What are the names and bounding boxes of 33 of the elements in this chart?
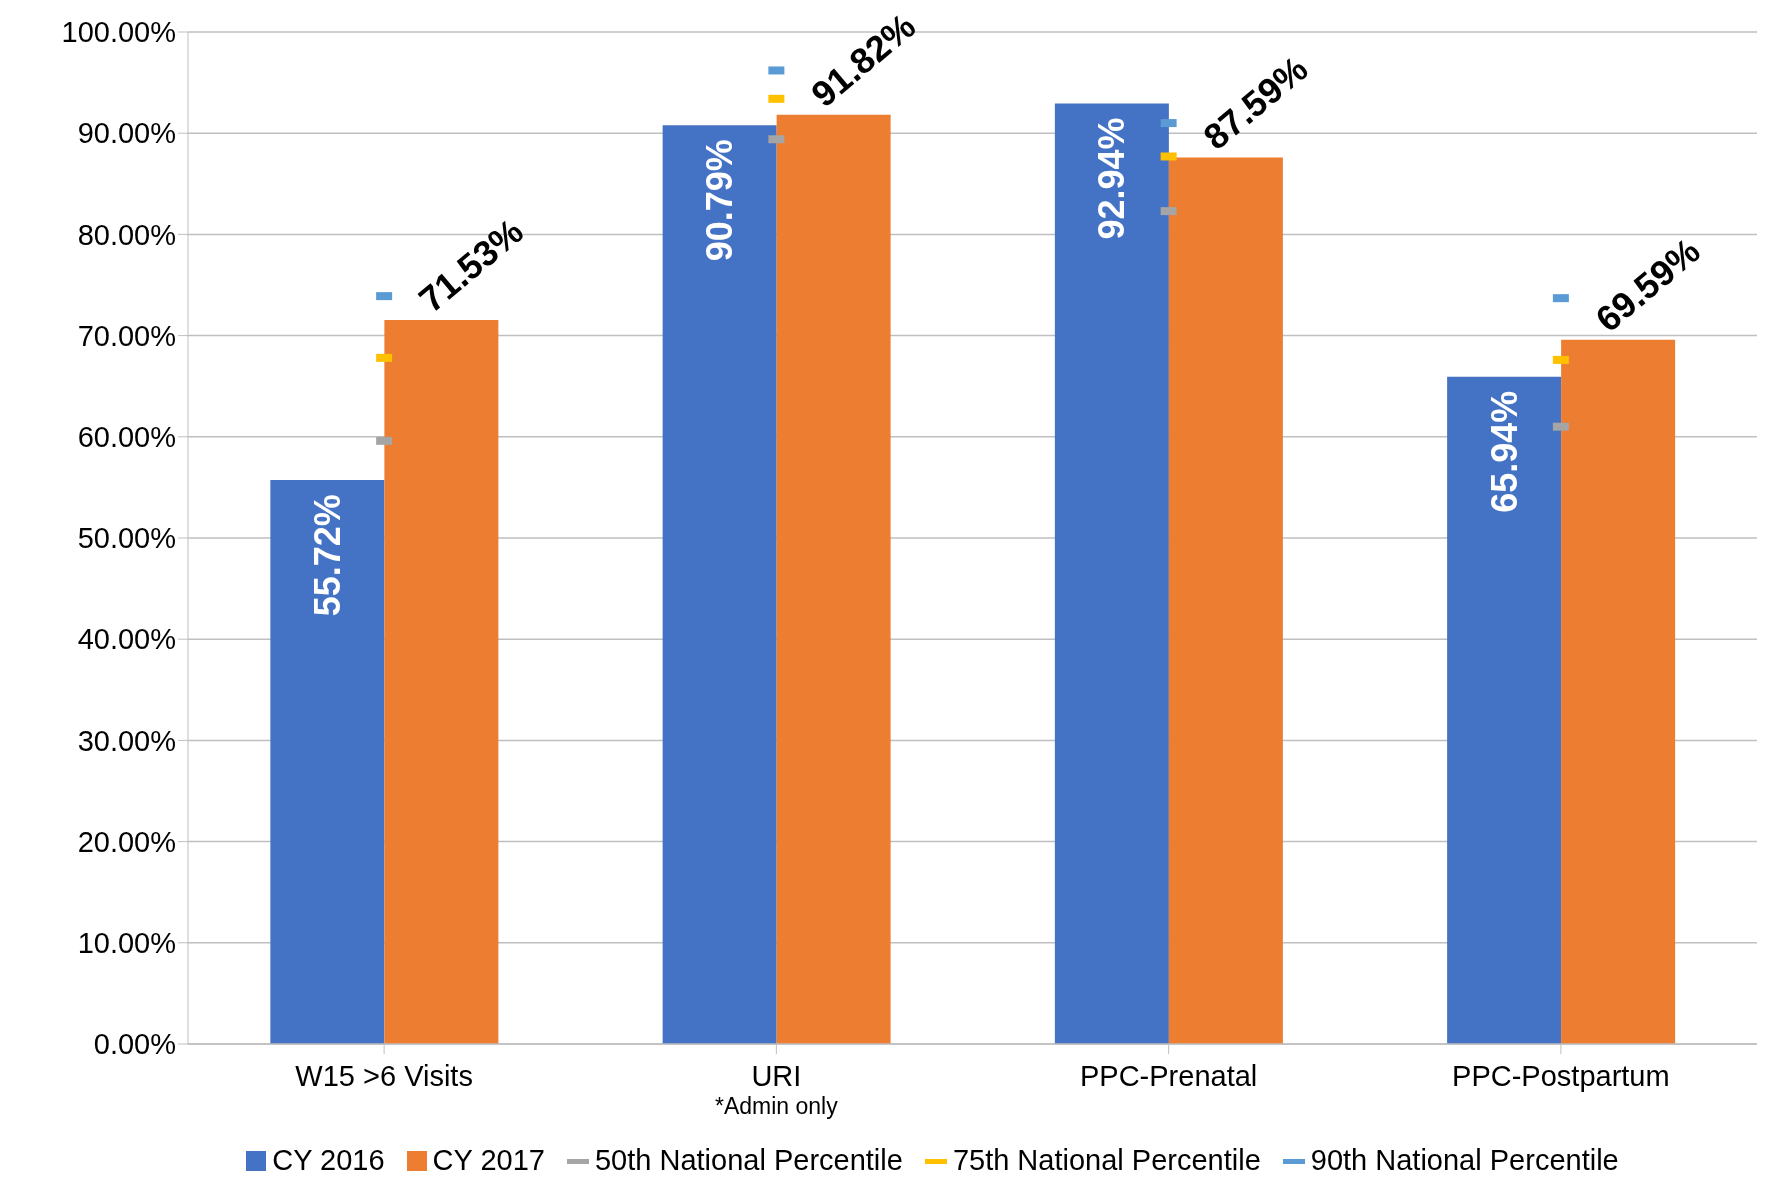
y-tick-label: 60.00% [77,421,176,454]
legend-label: CY 2017 [432,1144,545,1177]
bar [1561,339,1676,1044]
y-tick-label: 100.00% [61,16,176,49]
y-tick-label: 30.00% [77,724,176,757]
y-tick-label: 90.00% [77,117,176,150]
data-label: 65.94% [1483,390,1525,513]
y-tick-label: 50.00% [77,522,176,555]
bar [384,320,499,1044]
text: *Admin only [715,1093,839,1119]
bar [662,125,777,1044]
y-tick-label: 70.00% [77,319,176,352]
legend-label: 50th National Percentile [594,1144,903,1177]
y-tick-label: 0.00% [93,1028,176,1061]
x-tick-label: PPC-Prenatal [1079,1060,1258,1092]
x-tick-label: PPC-Postpartum [1452,1060,1670,1092]
bar [270,480,385,1044]
x-tick-label: URI [751,1060,802,1092]
bar [1447,376,1562,1044]
bar [1054,103,1169,1044]
data-label: 55.72% [306,494,348,617]
x-tick-label: W15 >6 Visits [295,1060,473,1092]
y-tick-label: 20.00% [77,825,176,858]
y-tick-label: 10.00% [77,927,176,960]
data-label: 92.94% [1091,117,1133,240]
legend-label: 75th National Percentile [952,1144,1261,1177]
bar [776,114,891,1044]
data-label: 90.79% [699,139,741,262]
legend-label: CY 2016 [272,1144,385,1177]
y-tick-label: 80.00% [77,218,176,251]
legend-label: 90th National Percentile [1310,1144,1619,1177]
y-tick-label: 40.00% [77,623,176,656]
bar [1168,157,1283,1044]
